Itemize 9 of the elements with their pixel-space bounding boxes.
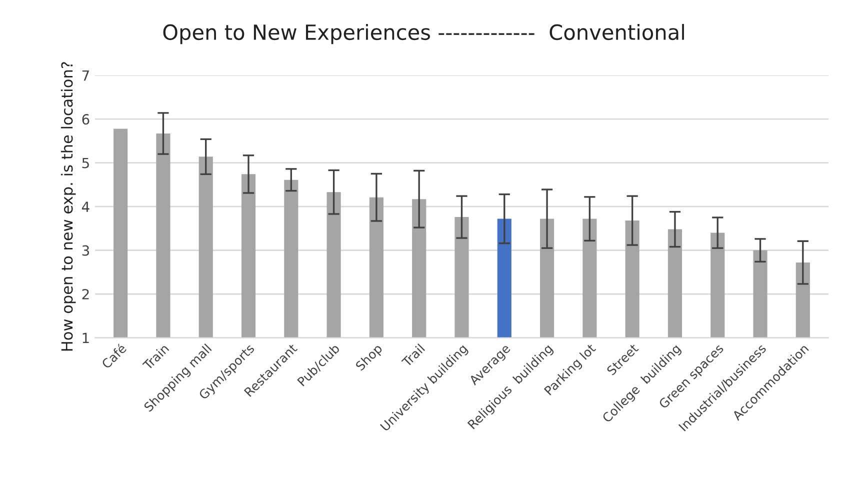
y-tick-label: 5: [82, 158, 89, 168]
chart-title: Open to New Experiences ------------- Conventional: [163, 24, 684, 44]
y-axis-title: How open to new exp. is the location?: [60, 62, 76, 351]
y-tick-label: 6: [82, 114, 90, 125]
y-tick-label: 1: [82, 332, 89, 344]
y-tick-label: 3: [82, 245, 89, 256]
y-tick-label: 7: [82, 70, 89, 81]
y-tick-label: 4: [82, 202, 90, 212]
y-tick-label: 2: [82, 289, 89, 300]
